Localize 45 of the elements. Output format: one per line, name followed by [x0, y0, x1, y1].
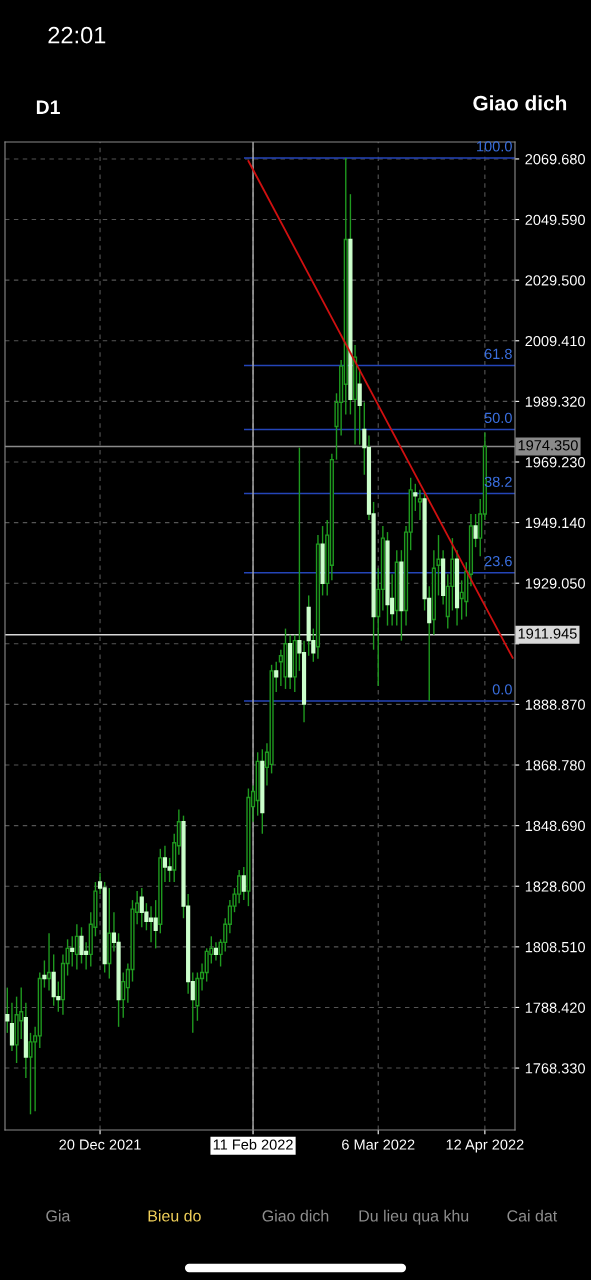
- candlestick: [70, 935, 75, 968]
- candlestick: [9, 1001, 15, 1052]
- y-tick-label: 2029.500: [525, 275, 585, 286]
- y-tick-label: 2069.680: [525, 154, 585, 165]
- y-tick-label: 2009.410: [525, 335, 585, 347]
- annotation: 100.0: [477, 141, 512, 152]
- x-tick-label: 6 Mar 2022: [342, 1139, 415, 1150]
- y-tick-label: 1969.230: [525, 457, 585, 468]
- y-tick-label: 1949.140: [525, 517, 585, 529]
- y-tick-label: 1868.780: [525, 760, 585, 771]
- annotation: 61.8: [484, 348, 512, 360]
- text: Bieu do: [148, 1209, 201, 1222]
- y-tick-label: 2049.590: [525, 214, 585, 225]
- candlestick: [5, 986, 10, 1034]
- annotation: 23.6: [484, 555, 512, 567]
- y-tick-label: 1788.420: [525, 1002, 585, 1013]
- chart-title: D1: [36, 100, 60, 114]
- candlestick: [417, 489, 423, 521]
- text: Gia: [46, 1209, 71, 1222]
- ref-line-label: 1974.350: [518, 440, 578, 451]
- y-tick-label: 1929.050: [525, 578, 585, 589]
- text: Du lieu qua khu: [359, 1209, 469, 1225]
- y-tick-label: 1828.600: [525, 881, 585, 892]
- x-tick-label: 11 Feb 2022: [213, 1139, 293, 1150]
- candlestick: [121, 971, 126, 1019]
- y-tick-label: 1768.330: [525, 1063, 585, 1074]
- candlestick: [46, 932, 52, 992]
- text: Cai dat: [507, 1209, 558, 1222]
- text: Giao dich: [473, 95, 567, 111]
- y-tick-label: 1808.510: [525, 941, 585, 953]
- annotation: 0.0: [492, 684, 512, 695]
- annotation: 50.0: [484, 412, 512, 423]
- y-tick-label: 1888.870: [525, 699, 585, 710]
- y-tick-label: 1989.320: [525, 396, 585, 407]
- candlestick: [139, 887, 144, 928]
- x-tick-label: 12 Apr 2022: [446, 1139, 524, 1153]
- candlestick: [204, 947, 209, 983]
- text: Giao dich: [262, 1209, 329, 1222]
- x-tick-label: 20 Dec 2021: [59, 1139, 141, 1150]
- candlestick: [213, 941, 219, 962]
- text: 22:01: [48, 26, 106, 44]
- y-tick-label: 1848.690: [525, 820, 585, 832]
- candlestick: [74, 923, 79, 971]
- ref-line-label: 1911.945: [518, 628, 577, 639]
- candlestick: [148, 905, 154, 944]
